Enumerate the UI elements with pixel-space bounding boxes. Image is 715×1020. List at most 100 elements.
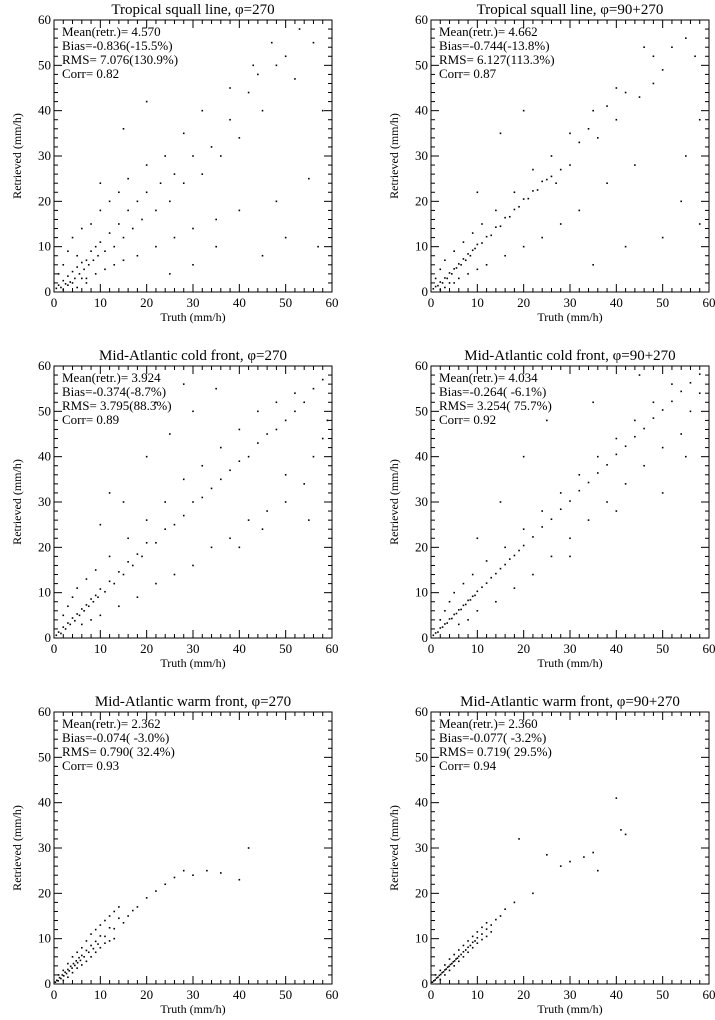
scatter-point [467, 599, 469, 602]
scatter-point [532, 573, 534, 576]
scatter-point [476, 537, 479, 540]
scatter-point [78, 956, 80, 959]
scatter-point [620, 829, 622, 831]
scatter-point [518, 838, 520, 840]
scatter-point [458, 277, 460, 280]
scatter-point [469, 599, 472, 601]
y-tick-label: 40 [38, 449, 51, 464]
scatter-point [108, 555, 111, 558]
scatter-point [467, 946, 469, 949]
y-tick-label: 30 [415, 840, 428, 855]
scatter-point [624, 245, 627, 248]
scatter-point [495, 600, 497, 603]
scatter-point [104, 919, 106, 922]
scatter-point [284, 501, 287, 503]
scatter-point [145, 191, 148, 194]
scatter-points [55, 378, 329, 637]
scatter-point [113, 927, 116, 930]
scatter-point [432, 634, 435, 637]
scatter-point [81, 964, 83, 966]
scatter-point [72, 962, 75, 965]
scatter-point [471, 595, 474, 598]
y-tick-label: 0 [422, 284, 429, 299]
scatter-point [220, 155, 222, 157]
x-tick-label: 40 [610, 295, 623, 310]
scatter-point [504, 546, 506, 549]
scatter-point [192, 564, 194, 567]
scatter-point [83, 956, 85, 958]
scatter-point [141, 218, 143, 221]
scatter-point [434, 632, 437, 634]
scatter-point [294, 392, 296, 394]
scatter-point [266, 433, 268, 435]
scatter-point [270, 41, 273, 44]
scatter-points [432, 373, 701, 637]
stat-line: Mean(retr.)= 4.570 [62, 24, 161, 39]
scatter-point [485, 582, 488, 584]
scatter-point [661, 409, 664, 411]
scatter-panel-6: Mid-Atlantic warm front, φ=90+270 00 10 10 2… [387, 694, 715, 1016]
scatter-point [238, 546, 241, 549]
scatter-point [62, 969, 65, 972]
scatter-point [522, 109, 525, 112]
scatter-point [439, 627, 442, 629]
x-axis-label: Truth (mm/h) [537, 310, 602, 324]
scatter-point [439, 288, 442, 291]
scatter-point [569, 860, 571, 863]
scatter-point [462, 944, 465, 947]
scatter-point [85, 282, 88, 284]
scatter-point [634, 419, 636, 422]
scatter-point [578, 209, 581, 212]
scatter-point [508, 215, 511, 218]
x-tick-label: 50 [656, 641, 669, 656]
x-tick-label: 60 [326, 295, 339, 310]
scatter-point [94, 951, 97, 954]
scatter-point [122, 259, 125, 262]
scatter-point [541, 510, 543, 512]
scatter-point [471, 573, 474, 576]
scatter-point [476, 191, 479, 194]
scatter-point [113, 245, 116, 248]
stat-line: Mean(retr.)= 2.362 [62, 716, 161, 731]
scatter-point [434, 285, 437, 288]
stat-line: RMS= 0.719( 29.5%) [439, 744, 552, 759]
scatter-point [481, 223, 483, 225]
scatter-point [448, 282, 451, 284]
scatter-point [247, 91, 250, 94]
scatter-point [294, 78, 296, 80]
scatter-point [661, 69, 664, 71]
scatter-point [90, 933, 92, 935]
scatter-point [578, 489, 581, 492]
scatter-point [550, 518, 553, 521]
y-tick-label: 50 [415, 403, 428, 418]
scatter-point [446, 622, 449, 624]
scatter-point [444, 964, 446, 966]
scatter-point [155, 890, 157, 892]
y-tick-label: 40 [415, 449, 428, 464]
scatter-point [55, 287, 58, 290]
scatter-point [312, 41, 315, 44]
y-tick-label: 40 [38, 795, 51, 810]
scatter-point [145, 455, 148, 458]
x-axis-label: Truth (mm/h) [160, 1002, 225, 1016]
scatter-point [495, 226, 497, 228]
scatter-point [460, 953, 462, 956]
scatter-point [434, 979, 436, 981]
y-axis-label: Retrieved (mm/h) [387, 113, 401, 199]
scatter-point [64, 971, 66, 974]
y-tick-label: 10 [38, 239, 51, 254]
scatter-point [308, 519, 310, 521]
scatter-point [81, 608, 83, 610]
scatter-point [87, 605, 90, 608]
scatter-point [685, 455, 687, 458]
x-tick-label: 10 [471, 987, 484, 1002]
panel-title: Mid-Atlantic warm front, φ=90+270 [460, 694, 680, 710]
scatter-point [67, 275, 69, 277]
scatter-point [164, 501, 166, 503]
scatter-point [569, 132, 571, 135]
scatter-point [615, 437, 618, 440]
x-tick-label: 40 [610, 641, 623, 656]
scatter-point [284, 419, 287, 422]
scatter-point [606, 105, 608, 107]
stat-line: Bias=-0.744(-13.8%) [439, 38, 550, 53]
